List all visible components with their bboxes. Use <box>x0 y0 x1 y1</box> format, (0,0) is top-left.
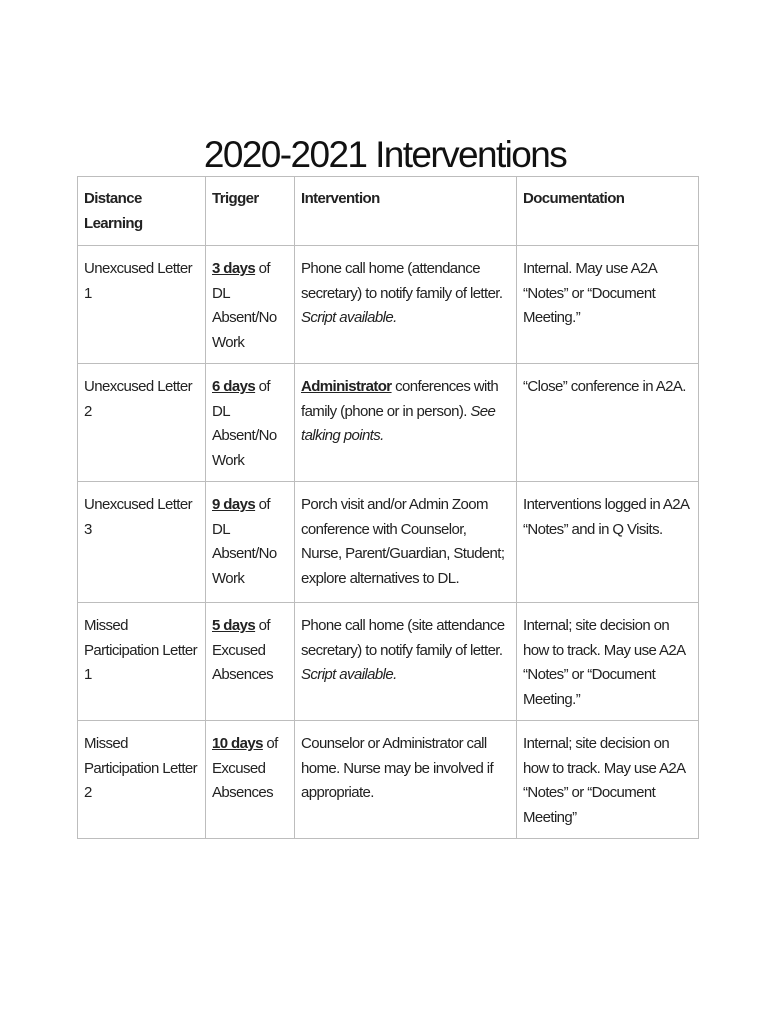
intervention-bold: Administrator <box>301 378 392 395</box>
letter-cell: Missed Participation Letter 2 <box>77 720 206 839</box>
trigger-days: 10 days <box>212 735 263 752</box>
trigger-rest: of Excused Absences <box>212 617 274 683</box>
trigger-days: 5 days <box>212 617 256 634</box>
trigger-rest: of DL Absent/No Work <box>212 496 277 587</box>
table-row: Missed Participation Letter 2 10 days of… <box>77 720 699 839</box>
intervention-cell: Administrator conferences with family (p… <box>294 363 517 482</box>
trigger-cell: 10 days of Excused Absences <box>205 720 295 839</box>
page-title: 2020-2021 Interventions <box>203 134 568 175</box>
trigger-days: 3 days <box>212 260 256 277</box>
trigger-days: 9 days <box>212 496 256 513</box>
intervention-cell: Phone call home (site attendance secreta… <box>294 602 517 721</box>
letter-cell: Unexcused Letter 1 <box>77 245 206 364</box>
intervention-italic: See talking points. <box>301 402 496 445</box>
intervention-cell: Porch visit and/or Admin Zoom conference… <box>294 481 517 603</box>
interventions-table: Distance Learning Trigger Intervention D… <box>77 176 699 839</box>
trigger-cell: 5 days of Excused Absences <box>205 602 295 721</box>
trigger-days: 6 days <box>212 378 256 395</box>
trigger-cell: 9 days of DL Absent/No Work <box>205 481 295 603</box>
intervention-text: Phone call home (attendance secretary) t… <box>301 260 503 302</box>
intervention-text: Porch visit and/or Admin Zoom conference… <box>301 496 505 587</box>
letter-cell: Unexcused Letter 3 <box>77 481 206 603</box>
intervention-italic: Script available. <box>301 666 397 683</box>
documentation-cell: Internal. May use A2A “Notes” or “Docume… <box>516 245 699 364</box>
intervention-text: Counselor or Administrator call home. Nu… <box>301 735 494 801</box>
documentation-cell: Interventions logged in A2A “Notes” and … <box>516 481 699 603</box>
trigger-cell: 6 days of DL Absent/No Work <box>205 363 295 482</box>
table-row: Missed Participation Letter 1 5 days of … <box>77 602 699 721</box>
table-row: Unexcused Letter 2 6 days of DL Absent/N… <box>77 363 699 482</box>
intervention-text: conferences with family (phone or in per… <box>301 378 499 420</box>
letter-cell: Unexcused Letter 2 <box>77 363 206 482</box>
header-trigger: Trigger <box>205 176 295 246</box>
intervention-cell: Counselor or Administrator call home. Nu… <box>294 720 517 839</box>
header-distance-learning: Distance Learning <box>77 176 206 246</box>
table-header-row: Distance Learning Trigger Intervention D… <box>77 176 699 246</box>
letter-cell: Missed Participation Letter 1 <box>77 602 206 721</box>
trigger-rest: of DL Absent/No Work <box>212 378 277 469</box>
documentation-cell: Internal; site decision on how to track.… <box>516 720 699 839</box>
header-intervention: Intervention <box>294 176 517 246</box>
intervention-cell: Phone call home (attendance secretary) t… <box>294 245 517 364</box>
intervention-text: Phone call home (site attendance secreta… <box>301 617 505 659</box>
intervention-italic: Script available. <box>301 309 397 326</box>
table-row: Unexcused Letter 3 9 days of DL Absent/N… <box>77 481 699 603</box>
trigger-rest: of Excused Absences <box>212 735 278 801</box>
documentation-cell: “Close” conference in A2A. <box>516 363 699 482</box>
trigger-cell: 3 days of DL Absent/No Work <box>205 245 295 364</box>
documentation-cell: Internal; site decision on how to track.… <box>516 602 699 721</box>
header-documentation: Documentation <box>516 176 699 246</box>
trigger-rest: of DL Absent/No Work <box>212 260 277 351</box>
table-row: Unexcused Letter 1 3 days of DL Absent/N… <box>77 245 699 364</box>
